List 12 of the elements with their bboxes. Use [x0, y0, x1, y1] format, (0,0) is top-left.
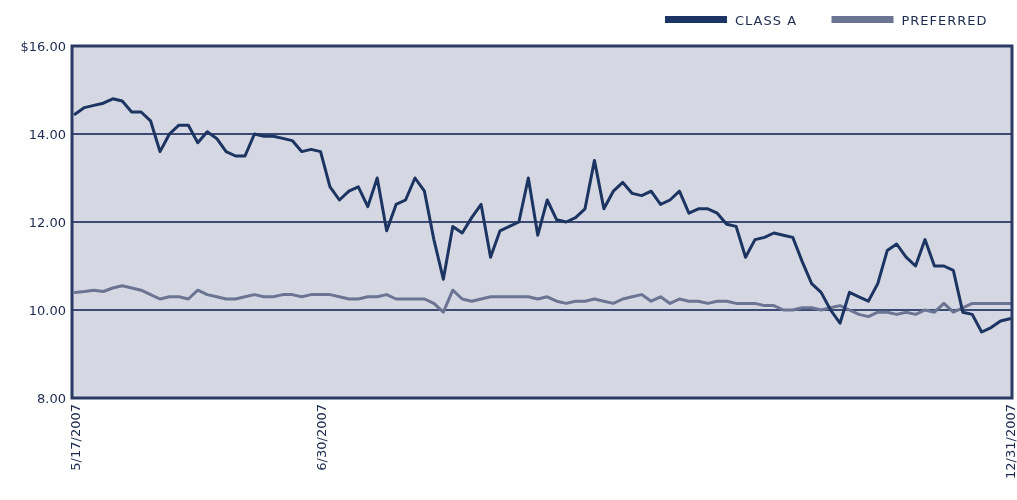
line-series: [73, 284, 1012, 319]
legend-label: CLASS A: [735, 12, 798, 28]
y-tick-label: 8.00: [37, 390, 66, 406]
y-tick-label: 12.00: [28, 214, 66, 230]
x-tick-label: 12/31/2007: [1003, 404, 1017, 479]
x-tick-label: 6/30/2007: [313, 404, 329, 471]
line-series: [73, 97, 1012, 334]
legend-label: PREFERRED: [901, 12, 988, 28]
y-tick-label: $16.00: [20, 38, 66, 54]
y-tick-label: 10.00: [28, 302, 66, 318]
y-tick-label: 14.00: [28, 126, 66, 142]
x-tick-label: 5/17/2007: [68, 404, 83, 471]
